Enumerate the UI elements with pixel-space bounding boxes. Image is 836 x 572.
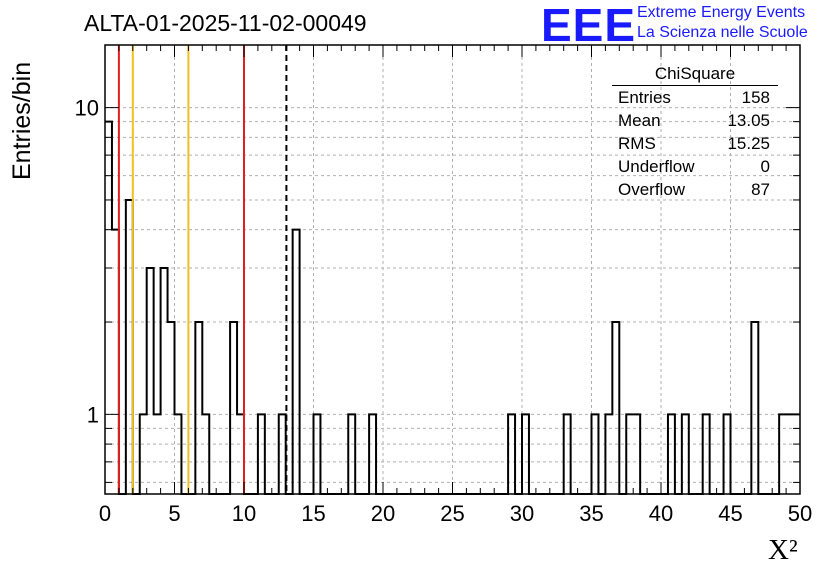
stats-label: Entries bbox=[618, 88, 671, 107]
stats-row: Overflow 87 bbox=[612, 180, 778, 203]
x-tick-label: 0 bbox=[99, 501, 111, 526]
x-tick-label: 45 bbox=[718, 501, 742, 526]
x-axis-label: X² bbox=[768, 534, 798, 566]
x-tick-label: 20 bbox=[371, 501, 395, 526]
chart-title: ALTA-01-2025-11-02-00049 bbox=[84, 10, 367, 36]
stats-value: 158 bbox=[741, 88, 770, 107]
x-tick-label: 30 bbox=[510, 501, 534, 526]
x-tick-label: 5 bbox=[168, 501, 180, 526]
stats-row: Underflow 0 bbox=[612, 157, 778, 180]
stats-value: 13.05 bbox=[727, 111, 770, 130]
stats-value: 0 bbox=[760, 157, 770, 176]
stats-label: Underflow bbox=[618, 157, 695, 176]
x-tick-label: 15 bbox=[301, 501, 325, 526]
stats-row: Entries 158 bbox=[612, 88, 778, 111]
stats-value: 87 bbox=[751, 180, 770, 199]
eee-logo: EEE bbox=[541, 0, 637, 51]
stats-box-title: ChiSquare bbox=[612, 64, 778, 86]
stats-label: Mean bbox=[618, 111, 661, 130]
x-tick-label: 50 bbox=[788, 501, 812, 526]
logo-line-1: Extreme Energy Events bbox=[637, 4, 806, 21]
stats-row: Mean 13.05 bbox=[612, 111, 778, 134]
x-tick-label: 40 bbox=[649, 501, 673, 526]
y-axis-label-wrap: Entries/bin bbox=[6, 62, 36, 190]
stats-row: RMS 15.25 bbox=[612, 134, 778, 157]
stats-box: ChiSquare Entries 158 Mean 13.05 RMS 15.25 … bbox=[612, 64, 778, 203]
y-tick-label: 1 bbox=[87, 402, 99, 427]
stats-label: Overflow bbox=[618, 180, 686, 199]
logo-line-2: La Scienza nelle Scuole bbox=[637, 24, 808, 41]
stats-label: RMS bbox=[618, 134, 656, 153]
x-tick-label: 10 bbox=[232, 501, 256, 526]
x-tick-label: 35 bbox=[579, 501, 603, 526]
y-axis-label: Entries/bin bbox=[8, 61, 36, 180]
stats-value: 15.25 bbox=[727, 134, 770, 153]
x-tick-label: 25 bbox=[440, 501, 464, 526]
y-tick-label: 10 bbox=[75, 96, 99, 121]
